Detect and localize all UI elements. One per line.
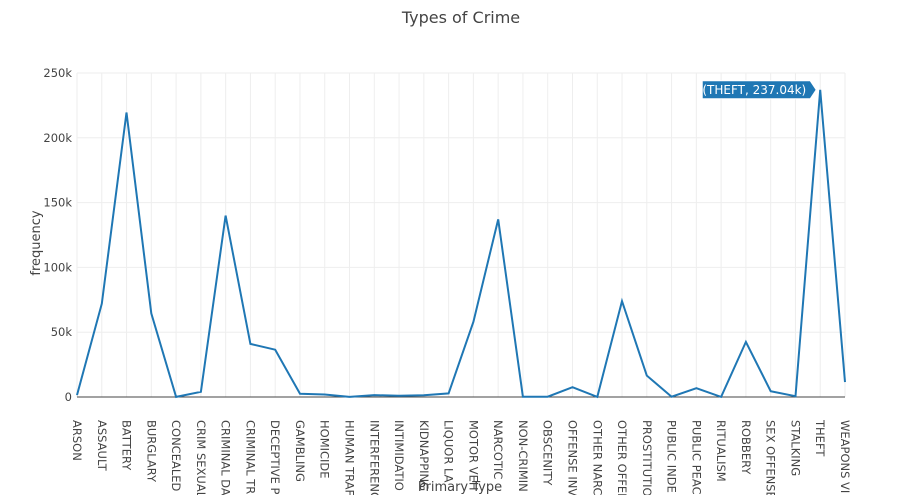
x-tick-label: PUBLIC INDE bbox=[665, 420, 679, 493]
tooltip-box bbox=[701, 80, 817, 100]
x-tick-label: NARCOTIC bbox=[491, 420, 505, 479]
x-tick-label: OFFENSE INV bbox=[565, 420, 579, 495]
x-tick-label: HUMAN TRAF bbox=[343, 420, 357, 495]
y-tick-label: 200k bbox=[43, 131, 72, 145]
x-tick-label: PUBLIC PEAC bbox=[689, 420, 703, 495]
x-tick-label: INTIMIDATIO bbox=[392, 420, 406, 491]
x-tick-label: KIDNAPPING bbox=[417, 420, 431, 491]
x-tick-label: NON-CRIMIN bbox=[516, 420, 530, 492]
y-tick-label: 150k bbox=[43, 196, 72, 210]
y-tick-label: 0 bbox=[65, 390, 72, 404]
x-tick-label: LIQUOR LA bbox=[442, 420, 456, 483]
x-tick-label: BURGLARY bbox=[144, 420, 158, 483]
x-tick-label: MOTOR VEH bbox=[466, 420, 480, 490]
x-axis-title: Primary Type bbox=[418, 480, 502, 495]
series-line[interactable] bbox=[76, 89, 846, 399]
x-tick-label: SEX OFFENSE bbox=[764, 420, 778, 495]
x-tick-label: GAMBLING bbox=[293, 420, 307, 482]
x-tick-label: THEFT bbox=[813, 419, 827, 457]
x-tick-label: ARSON bbox=[70, 420, 84, 461]
grid bbox=[76, 72, 846, 398]
y-tick-label: 250k bbox=[43, 66, 72, 80]
x-tick-label: OBSCENITY bbox=[541, 420, 555, 486]
x-tick-label: CRIM SEXUAL bbox=[194, 420, 208, 495]
x-tick-label: ROBBERY bbox=[739, 420, 753, 475]
x-tick-label: CRIMINAL TR bbox=[243, 420, 257, 494]
x-tick-label: OTHER NARC bbox=[590, 420, 604, 495]
x-tick-label: CONCEALED bbox=[169, 420, 183, 492]
chart-title: Types of Crime bbox=[401, 8, 520, 27]
x-tick-label: CRIMINAL DA bbox=[219, 420, 233, 495]
x-tick-label: RITUALISM bbox=[714, 420, 728, 482]
x-tick-label: WEAPONS VI bbox=[838, 420, 852, 493]
tooltip-label: (THEFT, 237.04k) bbox=[702, 83, 806, 97]
x-tick-label: OTHER OFFEI bbox=[615, 420, 629, 495]
x-axis-ticks: ARSON ASSAULT BATTERY BURGLARY CONCEALED CRIM… bbox=[70, 419, 852, 495]
y-tick-label: 100k bbox=[43, 260, 72, 274]
x-tick-label: STALKING bbox=[788, 420, 802, 476]
x-tick-label: BATTERY bbox=[120, 420, 134, 471]
y-axis-ticks: 0 50k 100k 150k 200k 250k bbox=[43, 66, 72, 404]
x-tick-label: INTERFERENC bbox=[367, 420, 381, 495]
y-axis-title: frequency bbox=[29, 210, 44, 276]
x-tick-label: DECEPTIVE PI bbox=[268, 420, 282, 495]
x-tick-label: PROSTITUTIO bbox=[640, 420, 654, 495]
x-tick-label: ASSAULT bbox=[95, 420, 109, 472]
hover-tooltip: (THEFT, 237.04k) bbox=[701, 80, 817, 100]
x-tick-label: HOMICIDE bbox=[318, 420, 332, 479]
y-tick-label: 50k bbox=[51, 325, 73, 339]
